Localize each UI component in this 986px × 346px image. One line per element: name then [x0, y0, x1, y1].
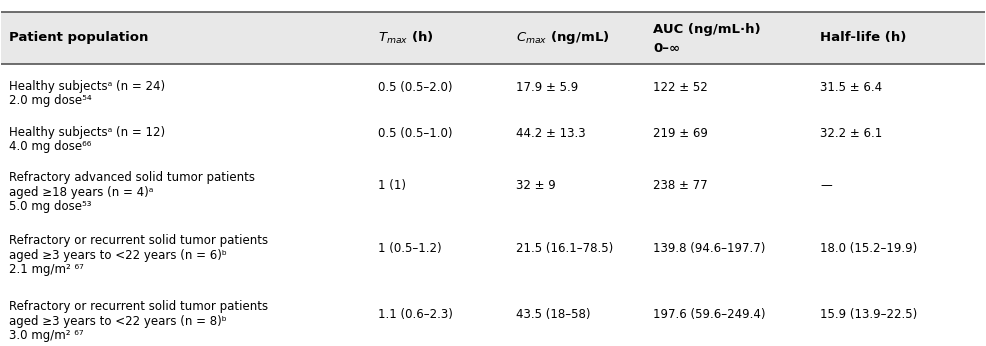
Text: 197.6 (59.6–249.4): 197.6 (59.6–249.4): [654, 308, 766, 321]
Text: 1.1 (0.6–2.3): 1.1 (0.6–2.3): [378, 308, 453, 321]
Text: 31.5 ± 6.4: 31.5 ± 6.4: [820, 81, 882, 94]
Text: $T_{max}$ (h): $T_{max}$ (h): [378, 30, 434, 46]
Text: 4.0 mg dose⁶⁶: 4.0 mg dose⁶⁶: [9, 140, 92, 153]
Text: 139.8 (94.6–197.7): 139.8 (94.6–197.7): [654, 242, 766, 255]
Text: 122 ± 52: 122 ± 52: [654, 81, 708, 94]
Text: 1 (0.5–1.2): 1 (0.5–1.2): [378, 242, 442, 255]
Text: 0–∞: 0–∞: [654, 42, 680, 55]
Text: 32.2 ± 6.1: 32.2 ± 6.1: [820, 127, 882, 139]
Text: Refractory or recurrent solid tumor patients: Refractory or recurrent solid tumor pati…: [9, 234, 268, 247]
Text: 15.9 (13.9–22.5): 15.9 (13.9–22.5): [820, 308, 918, 321]
Text: 2.0 mg dose⁵⁴: 2.0 mg dose⁵⁴: [9, 94, 92, 107]
Text: 43.5 (18–58): 43.5 (18–58): [516, 308, 590, 321]
Text: Half-life (h): Half-life (h): [820, 31, 907, 44]
Text: 5.0 mg dose⁵³: 5.0 mg dose⁵³: [9, 200, 92, 213]
Text: 2.1 mg/m² ⁶⁷: 2.1 mg/m² ⁶⁷: [9, 263, 84, 276]
Bar: [1, 11, 985, 64]
Text: 0.5 (0.5–2.0): 0.5 (0.5–2.0): [378, 81, 453, 94]
Text: Healthy subjectsᵃ (n = 12): Healthy subjectsᵃ (n = 12): [9, 126, 166, 139]
Text: aged ≥3 years to <22 years (n = 8)ᵇ: aged ≥3 years to <22 years (n = 8)ᵇ: [9, 315, 227, 328]
Text: —: —: [820, 179, 832, 192]
Text: $C_{max}$ (ng/mL): $C_{max}$ (ng/mL): [516, 29, 609, 46]
Text: 1 (1): 1 (1): [378, 179, 406, 192]
Text: Patient population: Patient population: [9, 31, 149, 44]
Text: Refractory or recurrent solid tumor patients: Refractory or recurrent solid tumor pati…: [9, 300, 268, 313]
Text: 238 ± 77: 238 ± 77: [654, 179, 708, 192]
Text: 44.2 ± 13.3: 44.2 ± 13.3: [516, 127, 586, 139]
Text: AUC (ng/mL·h): AUC (ng/mL·h): [654, 23, 761, 36]
Text: 32 ± 9: 32 ± 9: [516, 179, 555, 192]
Text: 3.0 mg/m² ⁶⁷: 3.0 mg/m² ⁶⁷: [9, 329, 84, 342]
Text: aged ≥18 years (n = 4)ᵃ: aged ≥18 years (n = 4)ᵃ: [9, 186, 154, 199]
Text: 219 ± 69: 219 ± 69: [654, 127, 708, 139]
Text: aged ≥3 years to <22 years (n = 6)ᵇ: aged ≥3 years to <22 years (n = 6)ᵇ: [9, 248, 227, 262]
Text: 0.5 (0.5–1.0): 0.5 (0.5–1.0): [378, 127, 453, 139]
Text: Healthy subjectsᵃ (n = 24): Healthy subjectsᵃ (n = 24): [9, 80, 166, 93]
Text: 17.9 ± 5.9: 17.9 ± 5.9: [516, 81, 578, 94]
Text: 18.0 (15.2–19.9): 18.0 (15.2–19.9): [820, 242, 918, 255]
Text: Refractory advanced solid tumor patients: Refractory advanced solid tumor patients: [9, 171, 255, 184]
Text: 21.5 (16.1–78.5): 21.5 (16.1–78.5): [516, 242, 613, 255]
